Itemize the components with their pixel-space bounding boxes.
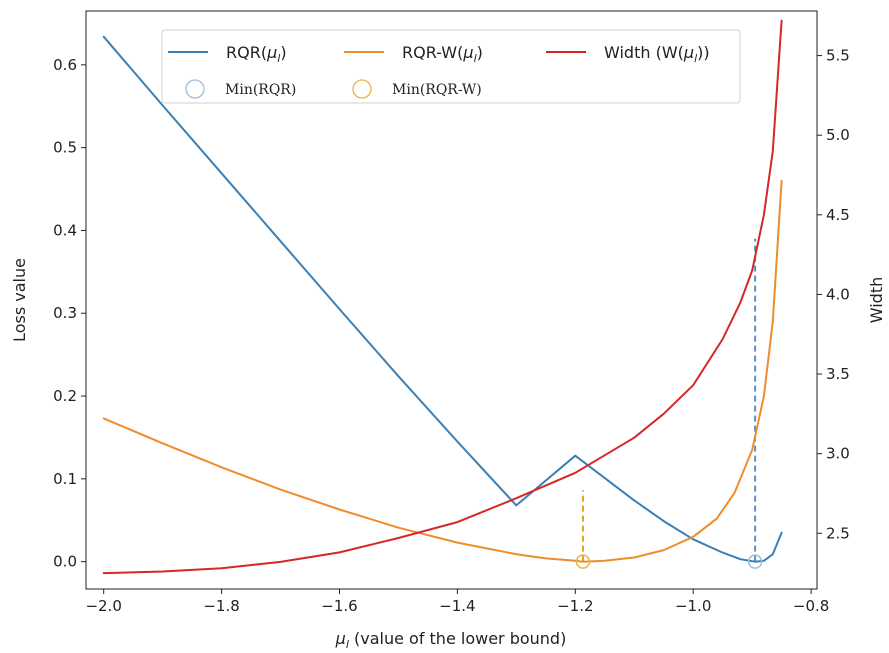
y-left-axis-title: Loss value	[10, 258, 29, 342]
x-axis-title-text: (value of the lower bound)	[349, 629, 566, 648]
y-left-tick-label: 0.3	[53, 304, 77, 322]
plot-area	[102, 19, 783, 575]
y-right-tick-label: 4.5	[826, 206, 850, 224]
legend-label-rqr-w: RQR-W(μl)	[402, 43, 483, 65]
y-left-tick-label: 0.5	[53, 139, 77, 157]
x-tick-label: −1.2	[557, 597, 593, 615]
series-line-rqr	[102, 35, 783, 563]
marker-min-rqr	[747, 554, 763, 569]
y-right-tick-label: 2.5	[826, 524, 850, 542]
y-left-tick-label: 0.6	[53, 56, 77, 74]
legend-label-symbol: μ	[683, 43, 694, 62]
x-tick-label: −1.8	[203, 597, 239, 615]
legend-label-symbol: μ	[266, 43, 277, 62]
x-tick-label: −2.0	[85, 597, 121, 615]
plot-frame	[85, 10, 818, 590]
x-axis-title-symbol: μ	[335, 629, 346, 648]
x-tick-label: −0.8	[793, 597, 829, 615]
axes	[85, 10, 818, 590]
legend-label-close: )	[477, 43, 483, 62]
x-axis-title-subscript: l	[346, 638, 349, 651]
legend-label-base: RQR-W(	[402, 43, 463, 62]
marker-min-rqr-w	[575, 554, 591, 569]
y-right-tick-label: 5.5	[826, 47, 850, 65]
legend-label-subscript: l	[277, 52, 280, 65]
y-right-tick-label: 4.0	[826, 285, 850, 303]
legend-box	[161, 29, 741, 104]
y-left-tick-label: 0.2	[53, 387, 77, 405]
ticks: −2.0 −1.8 −1.6 −1.4 −1.2 −1.0 −0.8 0.0 0.1 0.2 0.3…	[53, 47, 850, 615]
legend-label-symbol: μ	[462, 43, 473, 62]
x-tick-label: −1.6	[321, 597, 357, 615]
x-tick-label: −1.0	[675, 597, 711, 615]
legend-label-subscript: l	[474, 52, 477, 65]
legend-marker-min-rqr	[185, 79, 205, 99]
legend-label-rqr: RQR(μl)	[226, 43, 287, 65]
y-right-tick-label: 3.0	[826, 445, 850, 463]
series-line-rqr-w	[102, 179, 783, 563]
legend-marker-min-rqr-w	[352, 79, 372, 99]
y-left-tick-label: 0.4	[53, 221, 77, 239]
x-axis-title: μl (value of the lower bound)	[335, 629, 567, 651]
series-line-width	[102, 19, 783, 575]
y-right-tick-label: 3.5	[826, 365, 850, 383]
legend-label-close: )	[280, 43, 286, 62]
legend-label-close: ))	[697, 43, 709, 62]
legend-label-min-rqr: Min(RQR)	[225, 82, 296, 98]
y-left-tick-label: 0.1	[53, 470, 77, 488]
legend-label-min-rqr-w: Min(RQR-W)	[392, 82, 482, 98]
x-tick-label: −1.4	[439, 597, 475, 615]
y-right-tick-label: 5.0	[826, 126, 850, 144]
legend-label-subscript: l	[694, 52, 697, 65]
y-right-axis-title: Width	[867, 277, 886, 323]
legend-label-base: RQR(	[226, 43, 267, 62]
legend-label-width: Width (W(μl))	[604, 43, 710, 65]
legend-label-base: Width (W(	[604, 43, 684, 62]
legend: RQR(μl) RQR-W(μl) Width (W(μl))Min(RQR) Min…	[161, 29, 741, 104]
y-left-tick-label: 0.0	[53, 553, 77, 571]
